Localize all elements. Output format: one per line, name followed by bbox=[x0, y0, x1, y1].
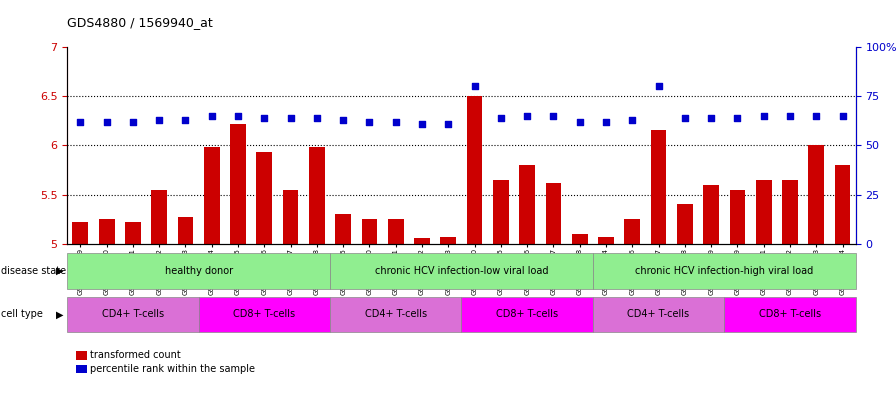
Bar bbox=[177, 217, 194, 244]
Bar bbox=[703, 185, 719, 244]
Point bbox=[125, 119, 140, 125]
Text: GDS4880 / 1569940_at: GDS4880 / 1569940_at bbox=[67, 16, 213, 29]
Point bbox=[204, 113, 219, 119]
Text: transformed count: transformed count bbox=[90, 350, 181, 360]
Bar bbox=[572, 234, 588, 244]
Bar bbox=[593, 297, 724, 332]
Bar bbox=[125, 222, 141, 244]
Text: CD4+ T-cells: CD4+ T-cells bbox=[627, 309, 690, 320]
Point bbox=[152, 117, 167, 123]
Bar bbox=[388, 219, 403, 244]
Text: percentile rank within the sample: percentile rank within the sample bbox=[90, 364, 255, 374]
Bar bbox=[335, 214, 351, 244]
Text: CD8+ T-cells: CD8+ T-cells bbox=[496, 309, 558, 320]
Point bbox=[441, 121, 455, 127]
Text: ▶: ▶ bbox=[56, 266, 64, 276]
Text: healthy donor: healthy donor bbox=[165, 266, 233, 276]
Bar bbox=[461, 297, 593, 332]
Point bbox=[415, 121, 429, 127]
Text: CD4+ T-cells: CD4+ T-cells bbox=[365, 309, 426, 320]
Bar bbox=[414, 238, 430, 244]
Point bbox=[756, 113, 771, 119]
Bar bbox=[67, 253, 330, 289]
Bar bbox=[756, 180, 771, 244]
Point bbox=[704, 115, 719, 121]
Point bbox=[362, 119, 376, 125]
Point bbox=[336, 117, 350, 123]
Bar bbox=[330, 253, 593, 289]
Text: chronic HCV infection-high viral load: chronic HCV infection-high viral load bbox=[635, 266, 814, 276]
Bar bbox=[73, 222, 88, 244]
Bar bbox=[309, 147, 324, 244]
Point bbox=[730, 115, 745, 121]
Text: cell type: cell type bbox=[1, 309, 43, 320]
Bar bbox=[256, 152, 272, 244]
Bar bbox=[593, 253, 856, 289]
Point bbox=[783, 113, 797, 119]
Bar bbox=[67, 297, 199, 332]
Bar bbox=[493, 180, 509, 244]
Point bbox=[389, 119, 403, 125]
Bar bbox=[782, 180, 797, 244]
Bar bbox=[441, 237, 456, 244]
Text: CD8+ T-cells: CD8+ T-cells bbox=[233, 309, 296, 320]
Text: disease state: disease state bbox=[1, 266, 66, 276]
Bar bbox=[467, 96, 482, 244]
Point bbox=[835, 113, 849, 119]
Point bbox=[283, 115, 297, 121]
Point bbox=[310, 115, 324, 121]
Point bbox=[99, 119, 114, 125]
Point bbox=[178, 117, 193, 123]
Bar bbox=[199, 297, 330, 332]
Bar bbox=[835, 165, 850, 244]
Bar bbox=[546, 183, 561, 244]
Bar bbox=[650, 130, 667, 244]
Point bbox=[547, 113, 561, 119]
Point bbox=[599, 119, 613, 125]
Point bbox=[677, 115, 692, 121]
Text: CD8+ T-cells: CD8+ T-cells bbox=[759, 309, 821, 320]
Bar bbox=[808, 145, 824, 244]
Text: chronic HCV infection-low viral load: chronic HCV infection-low viral load bbox=[375, 266, 548, 276]
Bar bbox=[625, 219, 640, 244]
Bar bbox=[362, 219, 377, 244]
Point bbox=[573, 119, 587, 125]
Bar bbox=[151, 189, 167, 244]
Point bbox=[809, 113, 823, 119]
Point bbox=[625, 117, 640, 123]
Point bbox=[494, 115, 508, 121]
Point bbox=[651, 83, 666, 90]
Bar bbox=[204, 147, 220, 244]
Text: CD4+ T-cells: CD4+ T-cells bbox=[102, 309, 164, 320]
Bar bbox=[599, 237, 614, 244]
Bar bbox=[230, 124, 246, 244]
Bar bbox=[724, 297, 856, 332]
Point bbox=[520, 113, 534, 119]
Bar bbox=[283, 189, 298, 244]
Point bbox=[468, 83, 482, 90]
Bar bbox=[677, 204, 693, 244]
Point bbox=[73, 119, 88, 125]
Bar bbox=[729, 189, 745, 244]
Point bbox=[257, 115, 271, 121]
Text: ▶: ▶ bbox=[56, 309, 64, 320]
Bar bbox=[330, 297, 461, 332]
Bar bbox=[520, 165, 535, 244]
Point bbox=[231, 113, 246, 119]
Bar bbox=[99, 219, 115, 244]
